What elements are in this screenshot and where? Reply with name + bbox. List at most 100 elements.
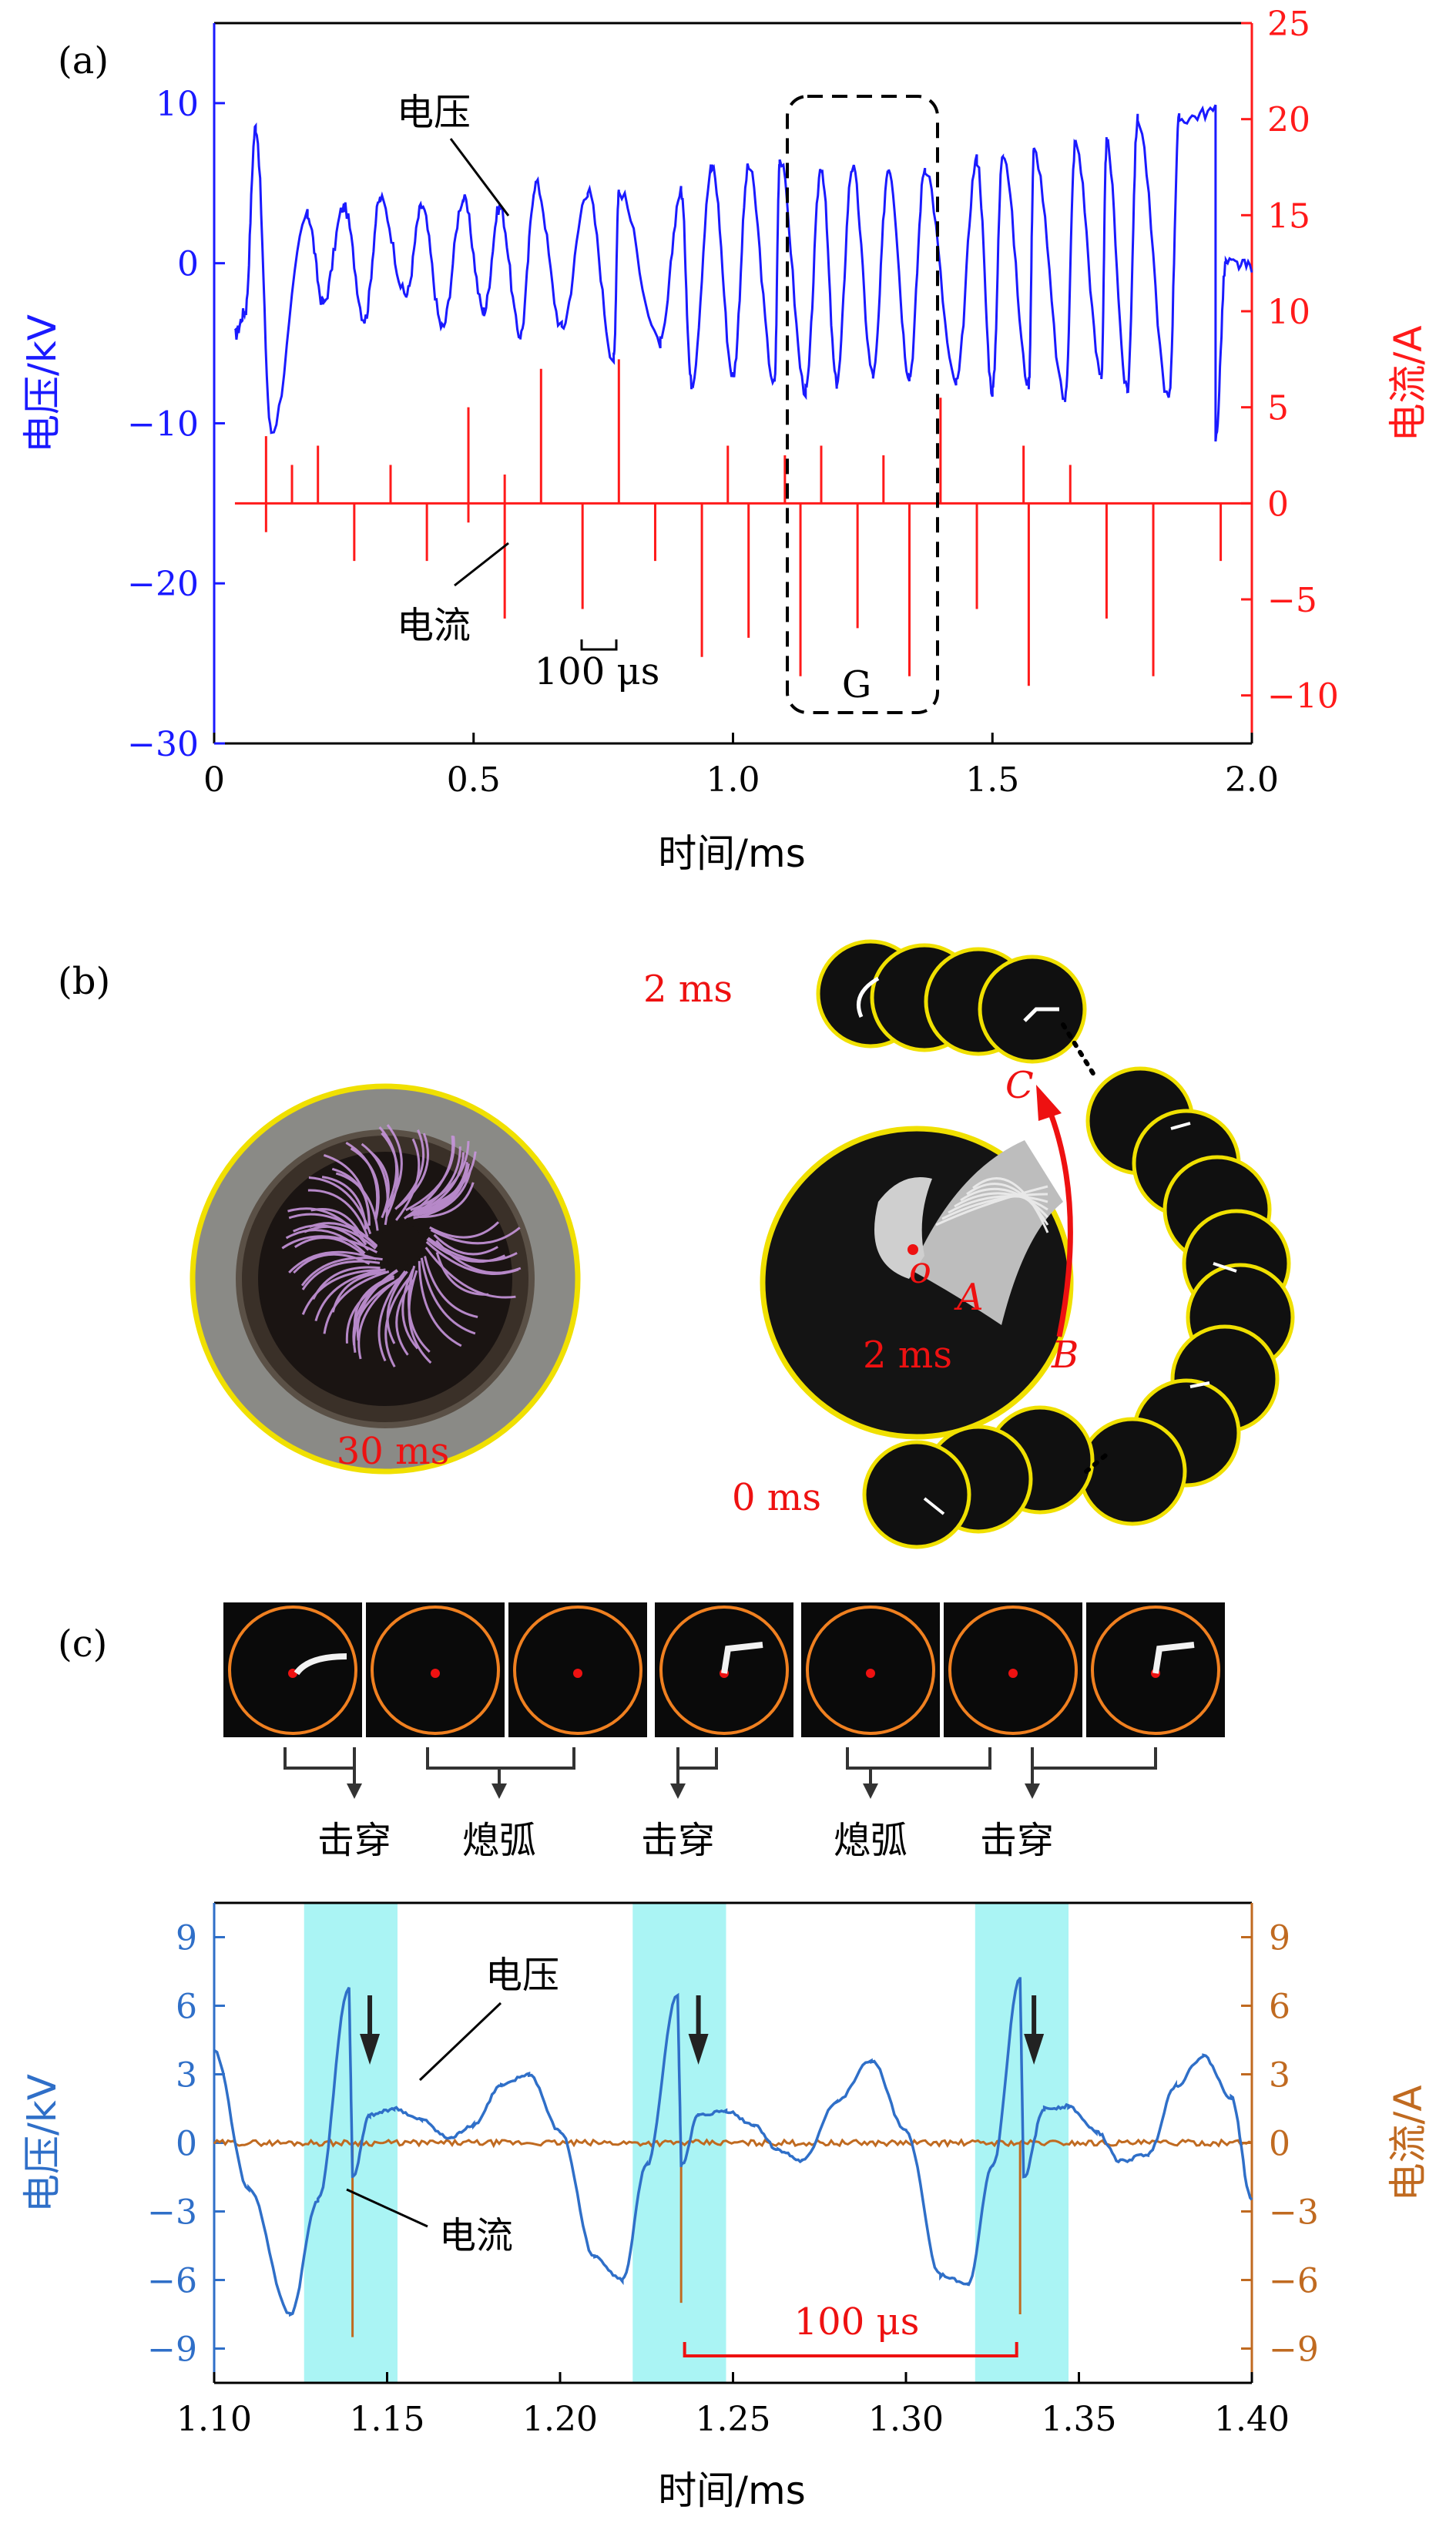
plot-a-y2-ticks: 25 20 15 10 5 0 −5 −10 xyxy=(1241,5,1339,716)
discharge-filament xyxy=(353,1279,398,1354)
frame-ring xyxy=(1091,1606,1220,1735)
x-tick-label: 1.40 xyxy=(1214,2400,1290,2439)
plot-a-scale-bracket xyxy=(580,639,618,651)
frame-center-dot xyxy=(573,1669,582,1678)
event-brackets xyxy=(283,1747,1157,1799)
plot-c-arrows xyxy=(360,1995,1045,2065)
plot-a-y-ticks: 10 0 −10 −20 −30 xyxy=(127,85,225,764)
arc-streak xyxy=(935,1185,1048,1226)
voltage-trace xyxy=(213,1977,1253,2317)
plot-a-y-title: 电压/kV xyxy=(20,314,65,453)
discharge-photo-time: 30 ms xyxy=(337,1430,449,1473)
sequence-streak xyxy=(1189,1381,1210,1388)
event-arrowhead xyxy=(670,1783,686,1799)
arc-streak xyxy=(954,1192,1048,1211)
frame-ring xyxy=(659,1606,789,1735)
panel-b-label: (b) xyxy=(58,960,110,1003)
plot-a-current-label: 电流 xyxy=(397,604,471,647)
plot-a-scale-label: 100 μs xyxy=(535,650,660,693)
y-tick-label: 3 xyxy=(176,2056,197,2095)
frame-arc xyxy=(294,1653,347,1676)
x-tick-label: 1.35 xyxy=(1042,2400,1117,2439)
discharge-filament xyxy=(312,1266,381,1300)
discharge-filament xyxy=(294,1236,367,1257)
y-tick-label: 0 xyxy=(176,2125,197,2164)
discharge-filament xyxy=(345,1277,394,1344)
panel-b-photos: (b) 30 ms o A 2 ms B C 2 ms 0 ms xyxy=(58,939,1295,1549)
frame-sequence xyxy=(816,939,1295,1549)
plot-c-current-leader xyxy=(346,2188,428,2228)
discharge-filament xyxy=(285,1229,366,1254)
y-tick-label: 6 xyxy=(176,1988,197,2027)
y-tick-label: −6 xyxy=(147,2262,197,2301)
sequence-streak xyxy=(1023,1007,1059,1022)
plot-c-y-ticks: 9 9 6 6 3 3 0 0 −3 −3 −6 −6 −9 −9 xyxy=(147,1919,1319,2370)
center-point-o-dot xyxy=(907,1244,918,1255)
plot-a-group-box xyxy=(786,95,939,714)
y2-tick-label: 9 xyxy=(1269,1919,1290,1958)
frame-arc xyxy=(721,1642,763,1674)
discharge-filament xyxy=(335,1172,379,1231)
frame-ring xyxy=(228,1606,357,1735)
event-labels: 击穿 熄弧 击穿 熄弧 击穿 xyxy=(317,1819,1054,1862)
plot-c-y2-title: 电流/A xyxy=(1386,2085,1431,2201)
discharge-filament xyxy=(293,1253,371,1274)
y-tick-label: −30 xyxy=(127,725,199,764)
discharge-filament xyxy=(427,1236,518,1262)
x-tick-label: 1.30 xyxy=(868,2400,944,2439)
discharge-filament xyxy=(287,1207,367,1246)
frame-arc xyxy=(1152,1642,1195,1674)
sequence-streak xyxy=(923,1497,945,1515)
discharge-filament xyxy=(418,1182,475,1219)
discharge-filament xyxy=(384,1277,411,1367)
y2-tick-label: 15 xyxy=(1267,196,1310,236)
arc-streak xyxy=(960,1187,1049,1219)
arc-streak xyxy=(948,1195,1048,1214)
discharge-filament xyxy=(404,1135,455,1220)
plot-a-voltage-leader xyxy=(449,138,510,216)
arc-streak xyxy=(972,1177,1049,1233)
y-tick-label: −20 xyxy=(127,565,199,604)
y2-tick-label: 0 xyxy=(1269,2125,1290,2164)
discharge-photo: 30 ms xyxy=(190,1083,581,1475)
discharge-filament xyxy=(395,1138,421,1221)
y-tick-label: 9 xyxy=(176,1919,197,1958)
discharge-filament xyxy=(345,1141,379,1220)
event-arrowhead xyxy=(1025,1783,1040,1799)
discharge-filament xyxy=(429,1221,500,1239)
x-tick-label: 0 xyxy=(203,760,225,800)
discharge-filament xyxy=(396,1132,430,1209)
event-arrowhead xyxy=(1024,2034,1045,2065)
frame-center-dot xyxy=(1008,1669,1018,1678)
y2-tick-label: −10 xyxy=(1267,677,1339,716)
plot-c-voltage-series xyxy=(213,1977,1253,2317)
panel-a-label: (a) xyxy=(58,39,109,82)
x-tick-label: 1.20 xyxy=(522,2400,598,2439)
current-trace xyxy=(213,2138,1253,2149)
event-arrowhead xyxy=(688,2034,709,2065)
voltage-trace xyxy=(233,104,1253,442)
event-bracket xyxy=(846,1747,991,1770)
discharge-filament xyxy=(384,1124,403,1211)
discharge-filament xyxy=(410,1141,470,1212)
plot-c-voltage-leader xyxy=(418,2002,502,2082)
discharge-filament xyxy=(377,1270,407,1362)
plot-a-voltage-series xyxy=(233,104,1253,442)
discharge-filament xyxy=(426,1238,506,1263)
y2-tick-label: 10 xyxy=(1267,293,1310,332)
x-tick-label: 0.5 xyxy=(447,760,501,800)
event-arrowhead xyxy=(491,1783,507,1799)
discharge-filament xyxy=(301,1268,381,1315)
plot-a-voltage-label: 电压 xyxy=(397,91,471,134)
event-label-2: 熄弧 xyxy=(462,1819,536,1862)
sequence-frame xyxy=(978,955,1087,1064)
sequence-dots xyxy=(1061,1022,1096,1077)
discharge-filament xyxy=(418,1260,462,1347)
plot-c-x-title: 时间/ms xyxy=(658,2468,806,2513)
panel-c-label: (c) xyxy=(58,1622,107,1666)
event-arrowhead xyxy=(360,2034,381,2065)
plot-c-interval-label: 100 μs xyxy=(794,2300,920,2344)
center-point-a: A xyxy=(954,1276,984,1319)
discharge-filament xyxy=(378,1126,398,1213)
